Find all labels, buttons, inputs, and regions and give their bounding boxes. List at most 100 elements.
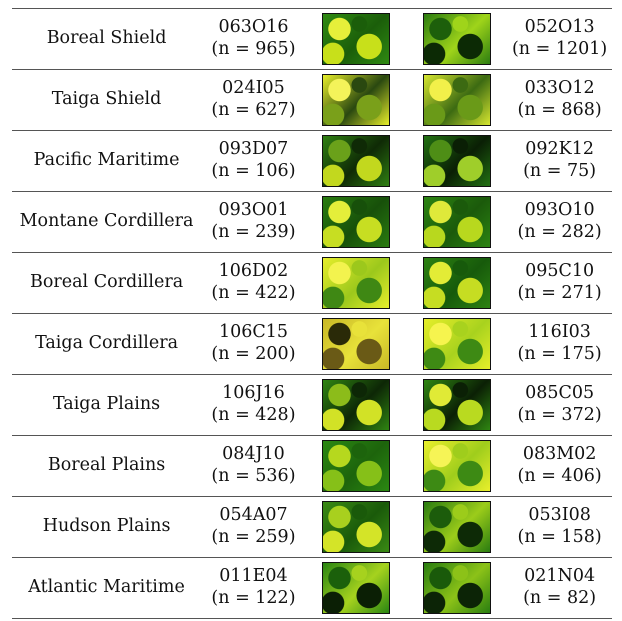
- left-thumbnail-cell: [305, 557, 407, 619]
- left-sample-count: (n = 536): [211, 466, 296, 486]
- left-tile-label: 024I05 (n = 627): [201, 69, 306, 131]
- right-satellite-image: [422, 440, 491, 492]
- left-satellite-image: [322, 379, 391, 431]
- right-thumbnail-cell: [406, 557, 508, 619]
- right-satellite-image: [422, 257, 491, 309]
- ecozone-name: Atlantic Maritime: [12, 557, 202, 619]
- right-sample-count: (n = 406): [517, 466, 602, 486]
- right-tile-id: 033O12: [524, 78, 595, 99]
- left-thumbnail-cell: [305, 374, 407, 436]
- table-row: Atlantic Maritime 011E04 (n = 122) 021N04 (n…: [12, 557, 612, 619]
- right-satellite-image: [422, 196, 491, 248]
- ecozone-tile-table: Boreal Shield 063O16 (n = 965) 052O13 (n = 1…: [12, 8, 612, 619]
- left-tile-id: 093O01: [218, 200, 289, 221]
- left-tile-label: 093O01 (n = 239): [201, 191, 306, 253]
- right-sample-count: (n = 82): [523, 588, 597, 608]
- right-satellite-image: [422, 562, 491, 614]
- right-tile-label: 095C10 (n = 271): [507, 252, 612, 314]
- right-thumbnail-cell: [406, 374, 508, 436]
- right-sample-count: (n = 868): [517, 100, 602, 120]
- table-row: Hudson Plains 054A07 (n = 259) 053I08 (n = 1…: [12, 496, 612, 558]
- table-row: Taiga Plains 106J16 (n = 428) 085C05 (n = 37…: [12, 374, 612, 436]
- right-thumbnail-cell: [406, 130, 508, 192]
- right-tile-id: 116I03: [528, 322, 591, 343]
- right-tile-label: 085C05 (n = 372): [507, 374, 612, 436]
- right-sample-count: (n = 372): [517, 405, 602, 425]
- right-tile-id: 052O13: [524, 17, 595, 38]
- table-row: Boreal Shield 063O16 (n = 965) 052O13 (n = 1…: [12, 8, 612, 70]
- right-tile-id: 085C05: [525, 383, 595, 404]
- right-tile-id: 095C10: [525, 261, 595, 282]
- left-thumbnail-cell: [305, 130, 407, 192]
- left-tile-label: 106C15 (n = 200): [201, 313, 306, 375]
- left-tile-id: 106D02: [218, 261, 289, 282]
- right-sample-count: (n = 75): [523, 161, 597, 181]
- table-row: Taiga Shield 024I05 (n = 627) 033O12 (n = 86…: [12, 69, 612, 131]
- left-tile-id: 084J10: [222, 444, 285, 465]
- right-tile-label: 021N04 (n = 82): [507, 557, 612, 619]
- right-satellite-image: [422, 74, 491, 126]
- left-tile-label: 093D07 (n = 106): [201, 130, 306, 192]
- right-thumbnail-cell: [406, 191, 508, 253]
- table-row: Boreal Cordillera 106D02 (n = 422) 095C10 (n…: [12, 252, 612, 314]
- right-thumbnail-cell: [406, 496, 508, 558]
- left-sample-count: (n = 200): [211, 344, 296, 364]
- table-row: Pacific Maritime 093D07 (n = 106) 092K12 (n …: [12, 130, 612, 192]
- ecozone-name: Boreal Cordillera: [12, 252, 202, 314]
- left-satellite-image: [322, 562, 391, 614]
- left-thumbnail-cell: [305, 8, 407, 70]
- left-sample-count: (n = 259): [211, 527, 296, 547]
- ecozone-name: Taiga Shield: [12, 69, 202, 131]
- right-tile-id: 093O10: [524, 200, 595, 221]
- ecozone-name: Boreal Plains: [12, 435, 202, 497]
- left-sample-count: (n = 422): [211, 283, 296, 303]
- right-satellite-image: [422, 318, 491, 370]
- right-sample-count: (n = 175): [517, 344, 602, 364]
- ecozone-name: Taiga Plains: [12, 374, 202, 436]
- right-thumbnail-cell: [406, 252, 508, 314]
- left-tile-id: 093D07: [218, 139, 289, 160]
- left-sample-count: (n = 122): [211, 588, 296, 608]
- right-sample-count: (n = 1201): [511, 39, 608, 59]
- right-sample-count: (n = 158): [517, 527, 602, 547]
- left-satellite-image: [322, 440, 391, 492]
- left-tile-id: 024I05: [222, 78, 285, 99]
- right-tile-id: 083M02: [522, 444, 597, 465]
- left-tile-label: 063O16 (n = 965): [201, 8, 306, 70]
- right-tile-label: 116I03 (n = 175): [507, 313, 612, 375]
- left-tile-label: 106J16 (n = 428): [201, 374, 306, 436]
- right-sample-count: (n = 282): [517, 222, 602, 242]
- left-thumbnail-cell: [305, 252, 407, 314]
- left-tile-label: 084J10 (n = 536): [201, 435, 306, 497]
- left-satellite-image: [322, 13, 391, 65]
- left-thumbnail-cell: [305, 69, 407, 131]
- ecozone-name: Montane Cordillera: [12, 191, 202, 253]
- right-thumbnail-cell: [406, 435, 508, 497]
- left-thumbnail-cell: [305, 191, 407, 253]
- left-sample-count: (n = 239): [211, 222, 296, 242]
- right-thumbnail-cell: [406, 8, 508, 70]
- ecozone-name: Taiga Cordillera: [12, 313, 202, 375]
- left-tile-label: 054A07 (n = 259): [201, 496, 306, 558]
- left-satellite-image: [322, 318, 391, 370]
- right-tile-id: 092K12: [525, 139, 594, 160]
- left-satellite-image: [322, 501, 391, 553]
- right-tile-label: 033O12 (n = 868): [507, 69, 612, 131]
- ecozone-name: Boreal Shield: [12, 8, 202, 70]
- left-tile-id: 011E04: [219, 566, 288, 587]
- left-tile-id: 106C15: [218, 322, 288, 343]
- table-row: Montane Cordillera 093O01 (n = 239) 093O10(…: [12, 191, 612, 253]
- left-satellite-image: [322, 257, 391, 309]
- table-row: Taiga Cordillera 106C15 (n = 200) 116I03 (n …: [12, 313, 612, 375]
- right-thumbnail-cell: [406, 69, 508, 131]
- right-tile-label: 053I08 (n = 158): [507, 496, 612, 558]
- right-satellite-image: [422, 379, 491, 431]
- right-tile-label: 052O13 (n = 1201): [507, 8, 612, 70]
- left-tile-label: 011E04 (n = 122): [201, 557, 306, 619]
- right-satellite-image: [422, 501, 491, 553]
- left-sample-count: (n = 627): [211, 100, 296, 120]
- table-row: Boreal Plains 084J10 (n = 536) 083M02 (n = 4…: [12, 435, 612, 497]
- left-thumbnail-cell: [305, 435, 407, 497]
- left-sample-count: (n = 428): [211, 405, 296, 425]
- left-thumbnail-cell: [305, 313, 407, 375]
